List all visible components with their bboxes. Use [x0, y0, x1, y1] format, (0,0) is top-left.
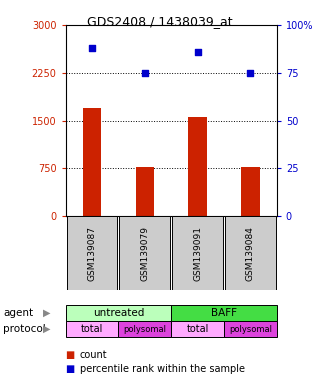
Bar	[83, 108, 101, 216]
Text: GSM139087: GSM139087	[87, 226, 97, 281]
Text: ■: ■	[66, 350, 75, 360]
Point	[248, 70, 253, 76]
Text: untreated: untreated	[93, 308, 144, 318]
Bar	[241, 167, 260, 216]
Text: protocol: protocol	[3, 324, 46, 334]
Bar	[188, 117, 207, 216]
Text: total: total	[81, 324, 103, 334]
Text: polysomal: polysomal	[229, 324, 272, 334]
Text: agent: agent	[3, 308, 33, 318]
Point	[195, 49, 200, 55]
Text: polysomal: polysomal	[123, 324, 166, 334]
Bar	[67, 216, 117, 290]
Bar	[225, 216, 276, 290]
Text: GDS2408 / 1438039_at: GDS2408 / 1438039_at	[87, 15, 233, 28]
Text: count: count	[80, 350, 108, 360]
Bar	[172, 216, 223, 290]
Point	[142, 70, 148, 76]
Text: BAFF: BAFF	[211, 308, 237, 318]
Text: GSM139079: GSM139079	[140, 226, 149, 281]
Point	[90, 45, 95, 51]
Text: ▶: ▶	[43, 324, 50, 334]
Text: total: total	[187, 324, 209, 334]
Text: GSM139091: GSM139091	[193, 226, 202, 281]
Bar	[136, 167, 154, 216]
Text: ▶: ▶	[43, 308, 50, 318]
Text: GSM139084: GSM139084	[246, 226, 255, 281]
Text: ■: ■	[66, 364, 75, 374]
Bar	[119, 216, 170, 290]
Text: percentile rank within the sample: percentile rank within the sample	[80, 364, 245, 374]
